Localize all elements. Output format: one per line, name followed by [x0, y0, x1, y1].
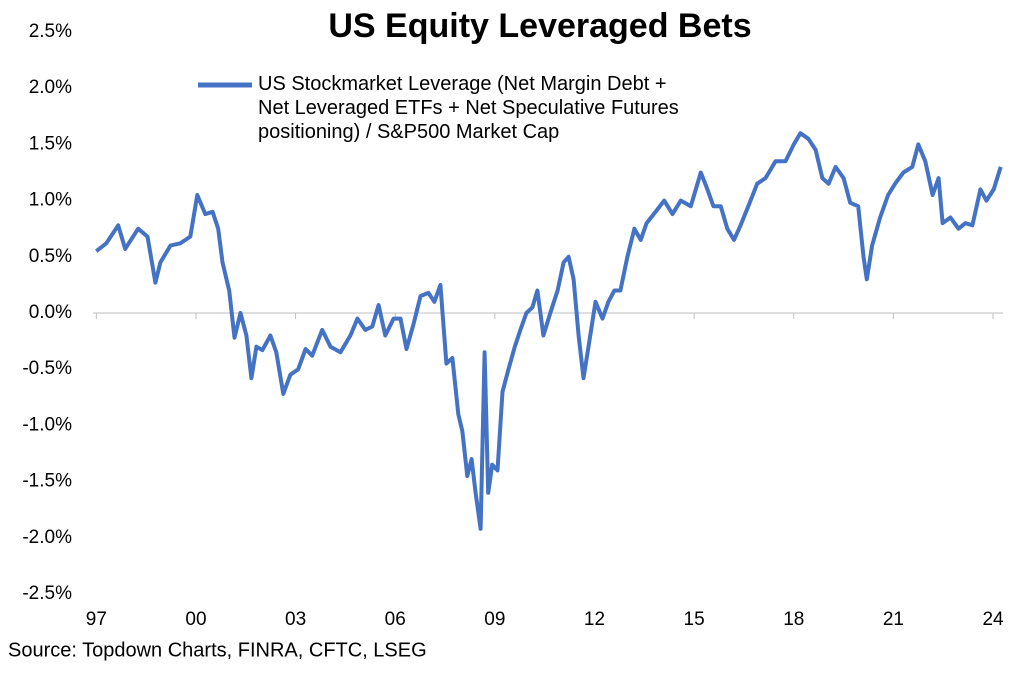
data-line — [95, 131, 1003, 531]
chart-title: US Equity Leveraged Bets — [328, 7, 751, 45]
x-tick-label: 18 — [783, 609, 804, 630]
y-tick-label: 0.0% — [29, 302, 72, 323]
y-tick-label: 2.0% — [29, 77, 72, 98]
x-tick-label: 00 — [185, 609, 206, 630]
x-tick-label: 12 — [584, 609, 605, 630]
x-tick-label: 03 — [285, 609, 306, 630]
x-tick-label: 15 — [684, 609, 705, 630]
y-tick-label: 1.0% — [29, 190, 72, 211]
x-tick-label: 09 — [484, 609, 505, 630]
y-tick-label: -1.0% — [22, 414, 72, 435]
y-tick-label: 2.5% — [29, 21, 72, 42]
y-tick-label: -2.5% — [22, 583, 72, 604]
y-tick-label: 0.5% — [29, 246, 72, 267]
x-tick-label: 97 — [86, 609, 107, 630]
legend-label: US Stockmarket Leverage (Net Margin Debt… — [258, 73, 679, 143]
y-tick-label: -1.5% — [22, 471, 72, 492]
x-tick-label: 24 — [982, 609, 1004, 630]
y-tick-label: -2.0% — [22, 527, 72, 548]
y-tick-label: -0.5% — [22, 358, 72, 379]
y-tick-label: 1.5% — [29, 133, 72, 154]
x-tick-label: 06 — [385, 609, 406, 630]
x-tick-label: 21 — [883, 609, 904, 630]
source-note: Source: Topdown Charts, FINRA, CFTC, LSE… — [8, 639, 427, 661]
